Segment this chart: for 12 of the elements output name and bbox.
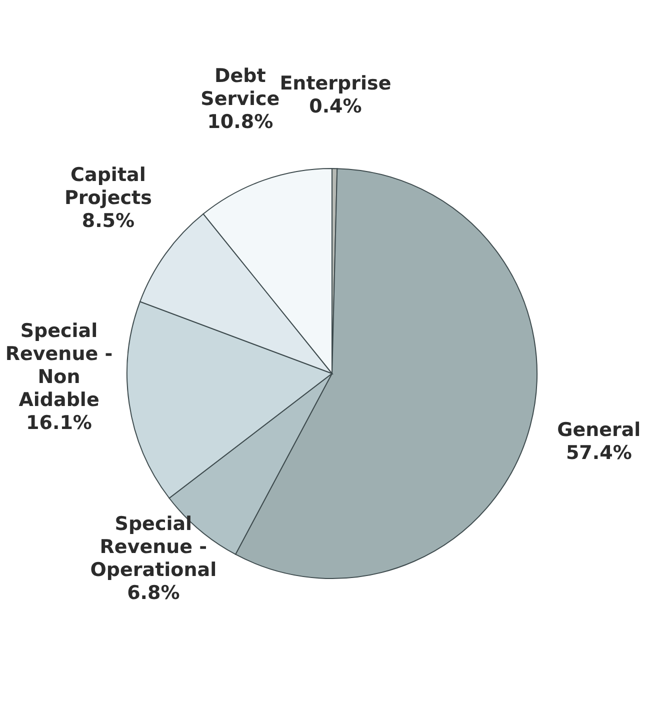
data-label: 10.8%	[207, 111, 274, 134]
slice-label: Capital Projects	[64, 164, 152, 209]
slice-label: Special Revenue - Operational	[90, 512, 217, 581]
slice-label: Special Revenue - Non Aidable	[5, 320, 113, 412]
slice-label: Enterprise	[280, 72, 392, 95]
data-label: 0.4%	[309, 96, 362, 118]
slice-label: Debt Service	[200, 65, 280, 110]
slice-label: General	[557, 418, 641, 441]
data-label: 8.5%	[82, 210, 135, 232]
data-label: 16.1%	[26, 412, 92, 434]
data-label: 6.8%	[127, 582, 180, 604]
data-label: 57.4%	[566, 442, 632, 464]
